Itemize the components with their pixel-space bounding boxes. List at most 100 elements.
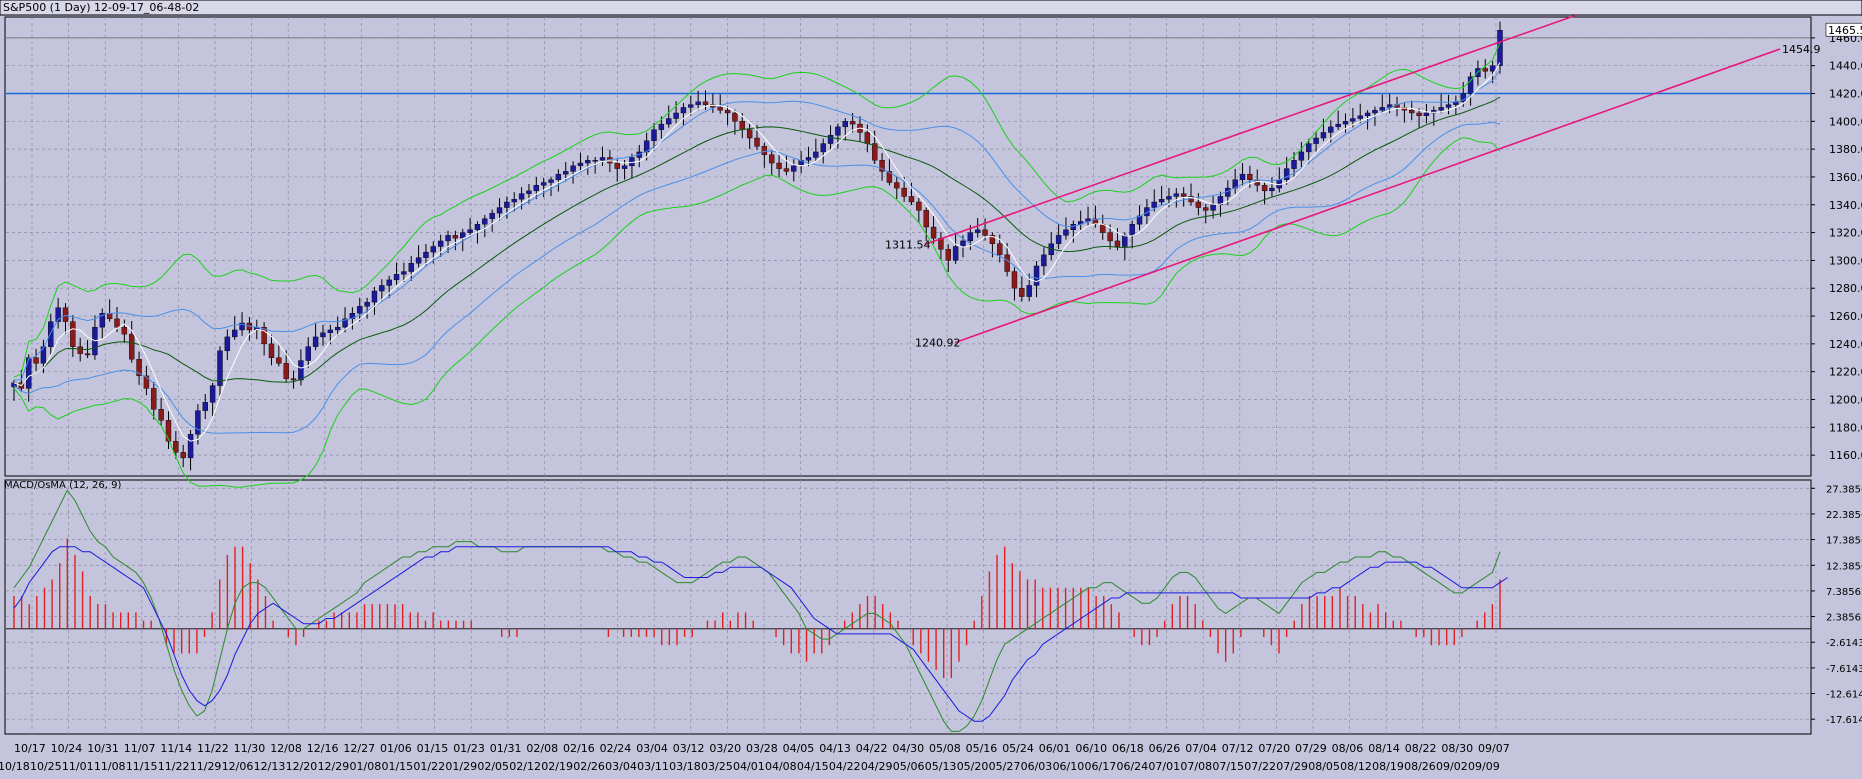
candles <box>11 21 1503 471</box>
time-label-bottom: 04/22 <box>829 760 861 773</box>
time-label-top: 03/12 <box>673 742 705 755</box>
candle-body <box>511 199 517 203</box>
time-label-top: 05/24 <box>1002 742 1034 755</box>
candle-body <box>1092 218 1099 225</box>
channel-label-2: 1240.92 <box>915 337 961 350</box>
time-label-bottom: 02/19 <box>541 760 573 773</box>
candle-body <box>136 358 142 377</box>
candle-body <box>776 162 782 169</box>
candle-body <box>1306 143 1312 153</box>
candle-body <box>1158 199 1165 203</box>
candle-body <box>872 143 878 161</box>
time-label-bottom: 01/22 <box>413 760 445 773</box>
candle-body <box>1203 207 1209 211</box>
candle-body <box>1195 201 1202 208</box>
time-label-top: 05/08 <box>929 742 961 755</box>
time-label-bottom: 07/29 <box>1276 760 1308 773</box>
candle-body <box>1291 160 1297 169</box>
time-label-bottom: 07/08 <box>1180 760 1212 773</box>
candle-body <box>916 201 922 211</box>
candle-body <box>467 229 473 233</box>
time-label-top: 07/12 <box>1222 742 1254 755</box>
time-label-top: 08/22 <box>1405 742 1437 755</box>
candle-body <box>489 212 495 219</box>
candle-body <box>1239 173 1246 180</box>
candle-body <box>577 162 584 167</box>
candle-body <box>548 179 554 183</box>
time-label-bottom: 11/22 <box>158 760 190 773</box>
price-tick-label: 1200.00 <box>1829 394 1862 407</box>
candle-body <box>224 336 231 352</box>
candle-body <box>1122 235 1128 247</box>
time-label-bottom: 06/24 <box>1116 760 1148 773</box>
candle-body <box>952 246 959 261</box>
candle-body <box>1467 76 1474 94</box>
candle-body <box>695 101 701 105</box>
time-label-bottom: 05/06 <box>893 760 925 773</box>
osma-histogram <box>13 538 1501 679</box>
candle-body <box>945 249 951 261</box>
candle-body <box>1438 107 1444 111</box>
time-label-top: 11/30 <box>234 742 266 755</box>
candle-body <box>1386 104 1393 108</box>
candle-body <box>268 343 275 358</box>
candle-body <box>283 363 289 379</box>
candle-body <box>989 235 996 244</box>
time-label-bottom: 03/04 <box>605 760 637 773</box>
time-label-bottom: 01/08 <box>350 760 382 773</box>
candle-body <box>923 210 929 228</box>
time-label-top: 06/26 <box>1149 742 1181 755</box>
candle-body <box>1372 109 1378 114</box>
candle-body <box>393 274 400 281</box>
candle-body <box>423 251 429 258</box>
candle-body <box>504 201 510 208</box>
candle-body <box>901 187 907 197</box>
candle-body <box>526 190 532 194</box>
candle-body <box>1269 187 1275 192</box>
time-label-bottom: 12/06 <box>222 760 254 773</box>
time-label-top: 10/24 <box>51 742 83 755</box>
candle-body <box>261 326 267 345</box>
candle-body <box>1489 65 1496 72</box>
candle-body <box>1460 93 1466 103</box>
candle-body <box>563 171 569 175</box>
candle-body <box>334 326 341 331</box>
candle-body <box>48 321 54 347</box>
time-label-top: 05/16 <box>966 742 998 755</box>
inner-band-upper <box>13 69 1501 381</box>
candle-body <box>1247 173 1253 180</box>
time-label-top: 10/17 <box>14 742 46 755</box>
time-label-top: 01/15 <box>417 742 449 755</box>
time-label-bottom: 11/08 <box>94 760 126 773</box>
bollinger-lower <box>13 137 1501 488</box>
bollinger-upper <box>13 42 1501 378</box>
candle-body <box>1335 123 1341 128</box>
price-tick-label: 1240.00 <box>1829 338 1862 351</box>
candle-body <box>960 240 966 247</box>
candle-body <box>1114 240 1121 247</box>
candle-body <box>349 313 356 320</box>
candle-body <box>533 185 540 192</box>
time-label-bottom: 02/05 <box>477 760 509 773</box>
macd-panel <box>4 479 1812 735</box>
candle-body <box>1445 104 1452 108</box>
candle-body <box>835 126 841 136</box>
candle-body <box>599 157 606 161</box>
candle-body <box>739 121 745 130</box>
time-label-top: 03/04 <box>636 742 668 755</box>
time-label-top: 11/07 <box>124 742 156 755</box>
candle-body <box>1033 265 1040 286</box>
candle-body <box>99 313 105 328</box>
candle-body <box>143 375 150 389</box>
time-label-bottom: 02/12 <box>509 760 541 773</box>
candle-body <box>908 196 915 203</box>
candle-body <box>570 165 576 172</box>
time-label-top: 07/29 <box>1295 742 1327 755</box>
time-label-bottom: 11/29 <box>190 760 222 773</box>
time-label-top: 03/20 <box>709 742 741 755</box>
candle-body <box>621 165 628 169</box>
